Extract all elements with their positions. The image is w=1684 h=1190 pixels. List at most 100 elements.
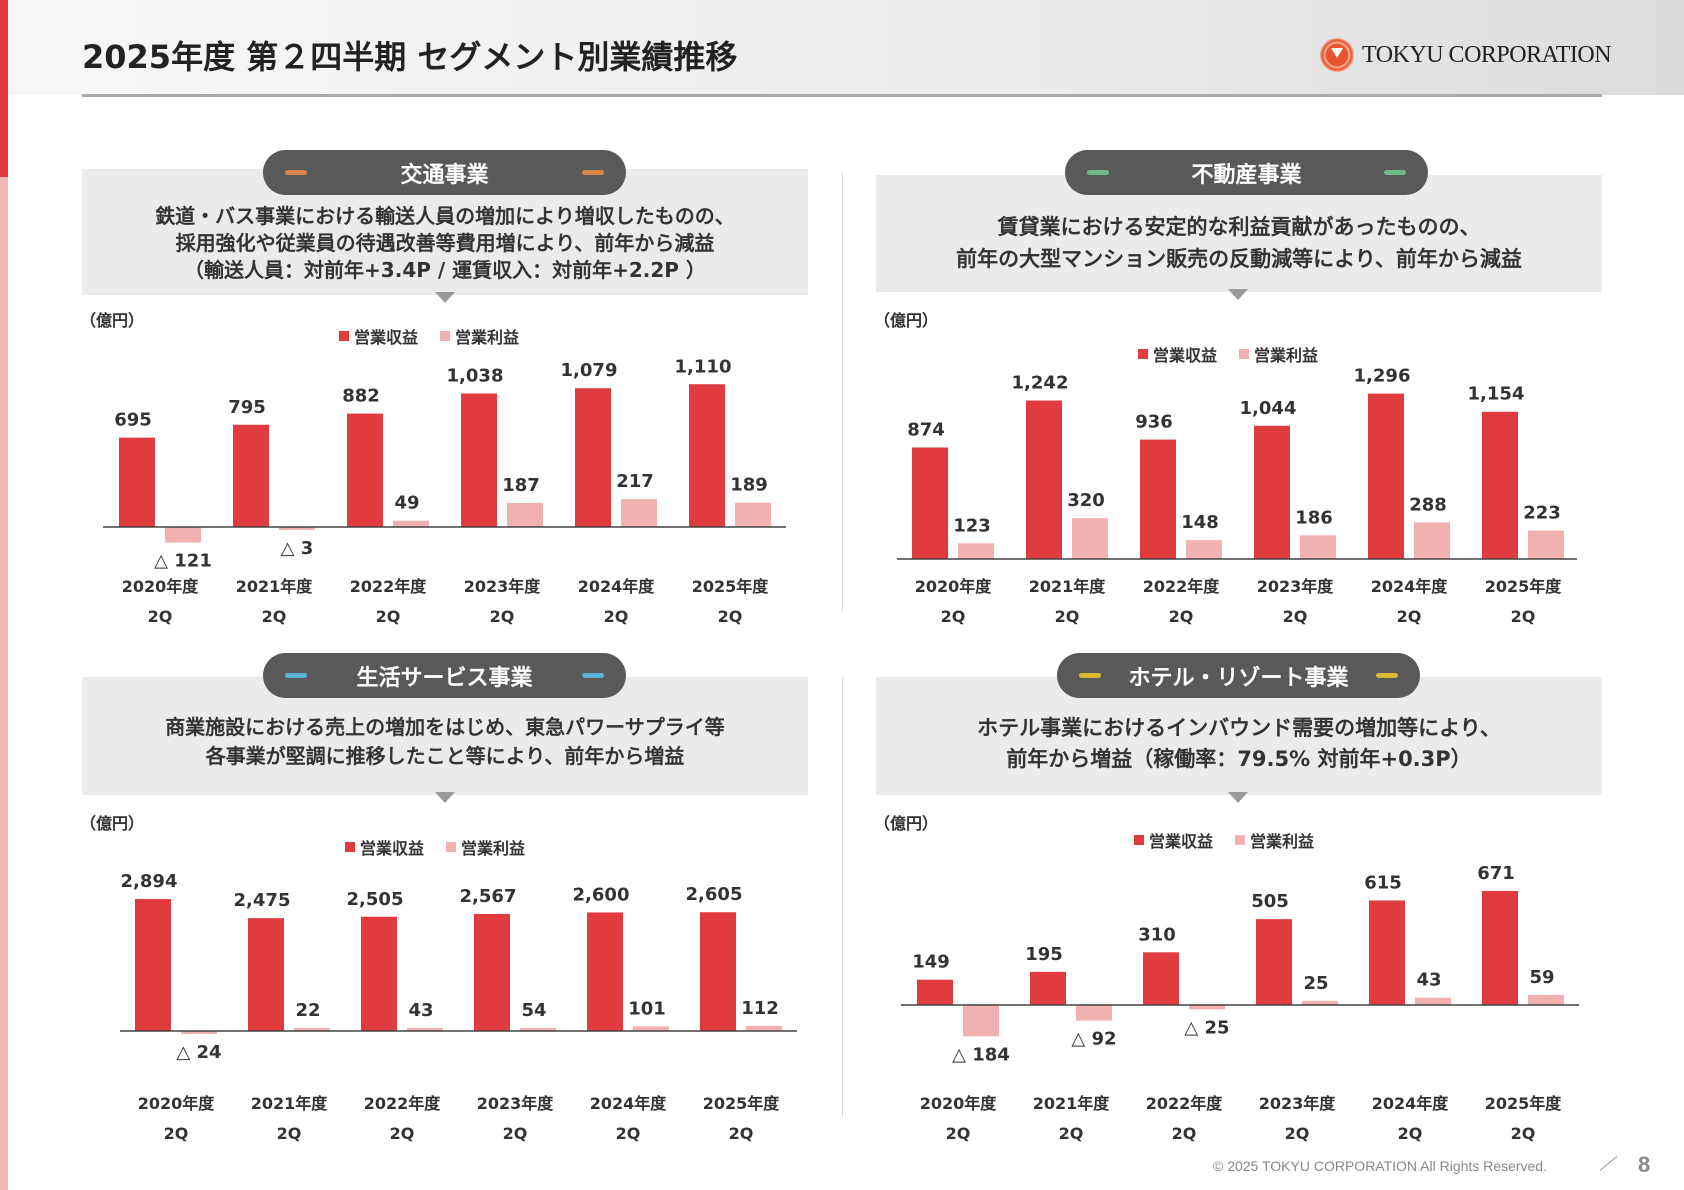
data-label-revenue: 195	[1025, 944, 1063, 965]
x-tick-label: 2025年度	[1485, 577, 1563, 596]
segment-title-life-service: 生活サービス事業	[263, 653, 626, 698]
header-divider	[82, 94, 1602, 97]
bar-revenue	[119, 437, 155, 527]
bar-revenue	[1254, 425, 1290, 559]
accent-dash	[582, 673, 604, 678]
x-tick-label: 2Q	[277, 1124, 302, 1143]
data-label-profit: △ 3	[281, 538, 314, 559]
bar-revenue	[1368, 393, 1404, 559]
description-line: 賃貸業における安定的な利益貢献があったものの、	[997, 215, 1481, 239]
bar-profit	[1414, 522, 1450, 559]
bar-profit	[294, 1028, 330, 1031]
data-label-revenue: 1,296	[1354, 366, 1411, 387]
x-tick-label: 2Q	[1397, 607, 1422, 626]
accent-dash	[1079, 673, 1101, 678]
bar-profit	[279, 527, 315, 530]
bar-profit	[746, 1025, 782, 1031]
bar-profit	[1072, 518, 1108, 559]
data-label-revenue: 1,038	[447, 366, 504, 387]
x-tick-label: 2022年度	[1146, 1094, 1224, 1113]
bar-profit	[1186, 540, 1222, 559]
x-tick-label: 2Q	[604, 607, 629, 626]
legend-label: 営業収益	[1149, 832, 1214, 851]
data-label-revenue: 795	[228, 397, 266, 418]
description-line: 鉄道・バス事業における輸送人員の増加により増収したものの、	[155, 204, 735, 228]
legend-swatch-revenue	[339, 331, 349, 341]
segment-title-real-estate: 不動産事業	[1065, 150, 1428, 195]
bar-revenue	[1140, 439, 1176, 559]
bar-revenue	[1482, 890, 1518, 1005]
x-tick-label: 2023年度	[477, 1094, 555, 1113]
data-label-revenue: 2,600	[573, 884, 630, 905]
x-tick-label: 2Q	[164, 1124, 189, 1143]
bar-revenue	[912, 447, 948, 559]
x-tick-label: 2021年度	[1033, 1094, 1111, 1113]
tokyu-logo-icon	[1320, 38, 1354, 72]
bar-revenue	[1369, 900, 1405, 1005]
x-tick-label: 2Q	[946, 1124, 971, 1143]
accent-bar	[0, 0, 8, 177]
data-label-revenue: 695	[114, 410, 152, 431]
segment-title-transport: 交通事業	[263, 150, 626, 195]
x-tick-label: 2Q	[1169, 607, 1194, 626]
x-tick-label: 2Q	[490, 607, 515, 626]
accent-dash	[1384, 170, 1406, 175]
bar-revenue	[575, 388, 611, 527]
description-line: （輸送人員：対前年+3.4P / 運賃収入：対前年+2.2P ）	[184, 258, 706, 282]
data-label-revenue: 1,154	[1468, 384, 1525, 405]
bar-profit	[958, 543, 994, 559]
unit-label: （億円）	[80, 311, 145, 330]
data-label-revenue: 505	[1251, 891, 1289, 912]
page-number: 8	[1638, 1152, 1651, 1177]
x-tick-label: 2021年度	[1029, 577, 1107, 596]
bar-revenue	[233, 424, 269, 527]
accent-dash	[285, 673, 307, 678]
x-tick-label: 2Q	[1511, 1124, 1536, 1143]
legend-swatch-revenue	[1138, 349, 1148, 359]
chart-legend: 営業収益 営業利益	[1134, 828, 1336, 852]
data-label-revenue: 2,605	[686, 884, 743, 905]
data-label-profit: 112	[741, 998, 779, 1019]
bar-revenue	[587, 912, 623, 1031]
bar-profit	[393, 520, 429, 527]
segment-description-box: 商業施設における売上の増加をはじめ、東急パワーサプライ等 各事業が堅調に推移した…	[82, 677, 808, 795]
chart-legend: 営業収益 営業利益	[345, 835, 547, 859]
data-label-revenue: 874	[907, 419, 945, 440]
bar-profit	[407, 1028, 443, 1031]
legend-label: 営業利益	[1250, 832, 1315, 851]
description-line: 前年の大型マンション販売の反動減等により、前年から減益	[956, 247, 1522, 271]
legend-swatch-revenue	[345, 842, 355, 852]
logo-text: TOKYU CORPORATION	[1362, 41, 1612, 68]
unit-label: （億円）	[80, 814, 145, 833]
unit-label: （億円）	[874, 311, 939, 330]
pointer-triangle-icon	[435, 792, 455, 803]
data-label-profit: 59	[1529, 967, 1554, 988]
header-background	[0, 0, 1684, 95]
data-label-revenue: 2,894	[121, 871, 178, 892]
segment-title-text: 生活サービス事業	[356, 665, 533, 691]
segment-title-text: ホテル・リゾート事業	[1128, 665, 1349, 691]
bar-revenue	[135, 899, 171, 1031]
data-label-profit: 223	[1523, 503, 1561, 524]
x-tick-label: 2024年度	[1372, 1094, 1450, 1113]
bar-profit	[963, 1005, 999, 1037]
data-label-revenue: 1,044	[1240, 398, 1297, 419]
bar-revenue	[700, 912, 736, 1031]
x-tick-label: 2024年度	[578, 577, 656, 596]
legend-swatch-profit	[446, 842, 457, 852]
bar-revenue	[1143, 952, 1179, 1005]
x-tick-label: 2021年度	[251, 1094, 329, 1113]
x-tick-label: 2Q	[1285, 1124, 1310, 1143]
x-tick-label: 2020年度	[122, 577, 200, 596]
pointer-triangle-icon	[1228, 289, 1248, 300]
x-tick-label: 2Q	[376, 607, 401, 626]
bar-revenue	[248, 918, 284, 1031]
bar-revenue	[361, 916, 397, 1031]
data-label-profit: 186	[1295, 507, 1333, 528]
data-label-profit: △ 121	[154, 551, 212, 572]
x-tick-label: 2024年度	[1371, 577, 1449, 596]
data-label-profit: △ 25	[1184, 1017, 1229, 1038]
data-label-profit: 320	[1067, 490, 1105, 511]
data-label-profit: 25	[1303, 973, 1328, 994]
x-tick-label: 2025年度	[692, 577, 770, 596]
